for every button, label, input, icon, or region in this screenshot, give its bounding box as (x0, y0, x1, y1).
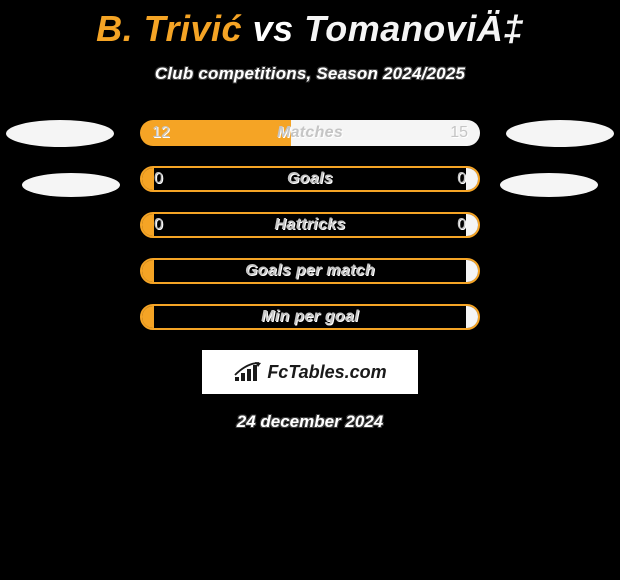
stat-row: Min per goal (140, 304, 480, 330)
brand-logo: FcTables.com (202, 350, 418, 394)
comparison-title: B. Trivić vs TomanoviÄ‡ (0, 0, 620, 50)
stat-row: 12 15Matches (140, 120, 480, 146)
stats-area: 1215Matches00Goals00HattricksGoals per m… (0, 120, 620, 330)
stat-label: Hattricks (142, 214, 478, 236)
stat-value-left: 12 (152, 124, 170, 142)
chart-icon (233, 361, 263, 383)
stat-value-right: 0 (457, 216, 466, 234)
stat-value-left: 0 (154, 216, 163, 234)
stat-label: Min per goal (142, 306, 478, 328)
brand-text: FcTables.com (267, 362, 386, 383)
date-line: 24 december 2024 (0, 412, 620, 432)
player1-name: B. Trivić (96, 8, 242, 49)
subtitle: Club competitions, Season 2024/2025 (0, 64, 620, 84)
player2-club-placeholder (500, 173, 598, 197)
player2-avatar-placeholder (506, 120, 614, 147)
stat-label: Goals per match (142, 260, 478, 282)
stat-row: 0 0Hattricks (140, 212, 480, 238)
stat-row: 0 0Goals (140, 166, 480, 192)
stat-row: Goals per match (140, 258, 480, 284)
player1-avatar-placeholder (6, 120, 114, 147)
stat-label: Goals (142, 168, 478, 190)
vs-text: vs (253, 8, 294, 49)
stat-label: Matches (140, 120, 480, 146)
player2-name: TomanoviÄ‡ (304, 8, 524, 49)
stat-value-left: 0 (154, 170, 163, 188)
stat-value-right: 0 (457, 170, 466, 188)
stat-value-right: 15 (450, 124, 468, 142)
player1-club-placeholder (22, 173, 120, 197)
